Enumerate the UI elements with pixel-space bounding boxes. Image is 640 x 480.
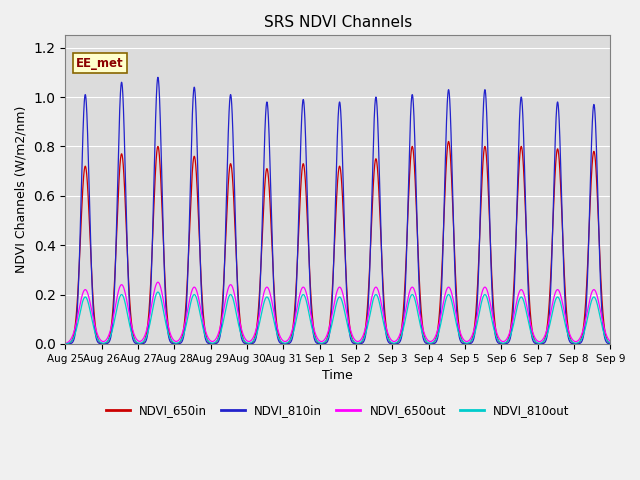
NDVI_650in — [413, 219, 420, 225]
NDVI_650in — [605, 339, 612, 345]
Text: EE_met: EE_met — [76, 57, 124, 70]
NDVI_650out — [607, 339, 614, 345]
NDVI_810in — [490, 325, 498, 331]
NDVI_650in — [172, 341, 180, 347]
NDVI_650in — [61, 341, 69, 347]
NDVI_810in — [607, 341, 614, 347]
NDVI_810out — [172, 340, 180, 346]
NDVI_650in — [266, 186, 273, 192]
NDVI_810in — [266, 140, 273, 145]
NDVI_810out — [61, 341, 69, 347]
NDVI_650out — [605, 336, 612, 342]
NDVI_810in — [178, 339, 186, 345]
NDVI_810out — [490, 328, 498, 334]
NDVI_810out — [178, 336, 186, 342]
NDVI_810in — [61, 341, 69, 347]
NDVI_810in — [413, 216, 420, 222]
NDVI_650out — [178, 331, 186, 337]
NDVI_650out — [413, 297, 420, 303]
NDVI_810in — [605, 341, 612, 347]
NDVI_650in — [445, 139, 452, 144]
NDVI_650out — [172, 338, 180, 344]
NDVI_810out — [413, 305, 420, 311]
Legend: NDVI_650in, NDVI_810in, NDVI_650out, NDVI_810out: NDVI_650in, NDVI_810in, NDVI_650out, NDV… — [101, 399, 574, 421]
Line: NDVI_650out: NDVI_650out — [65, 282, 611, 343]
Line: NDVI_650in: NDVI_650in — [65, 142, 611, 344]
NDVI_650out — [61, 340, 69, 346]
NDVI_810out — [605, 339, 612, 345]
NDVI_650in — [490, 314, 498, 320]
NDVI_810in — [172, 341, 180, 347]
NDVI_650out — [266, 288, 273, 294]
NDVI_810out — [607, 340, 614, 346]
Line: NDVI_810out: NDVI_810out — [65, 292, 611, 344]
NDVI_650out — [490, 321, 498, 327]
X-axis label: Time: Time — [323, 369, 353, 382]
NDVI_810in — [154, 74, 162, 80]
NDVI_810out — [154, 289, 162, 295]
Title: SRS NDVI Channels: SRS NDVI Channels — [264, 15, 412, 30]
NDVI_650in — [178, 335, 186, 341]
Line: NDVI_810in: NDVI_810in — [65, 77, 611, 344]
NDVI_650in — [607, 340, 614, 346]
NDVI_810out — [266, 298, 273, 304]
Y-axis label: NDVI Channels (W/m2/nm): NDVI Channels (W/m2/nm) — [15, 106, 28, 273]
NDVI_650out — [154, 279, 162, 285]
